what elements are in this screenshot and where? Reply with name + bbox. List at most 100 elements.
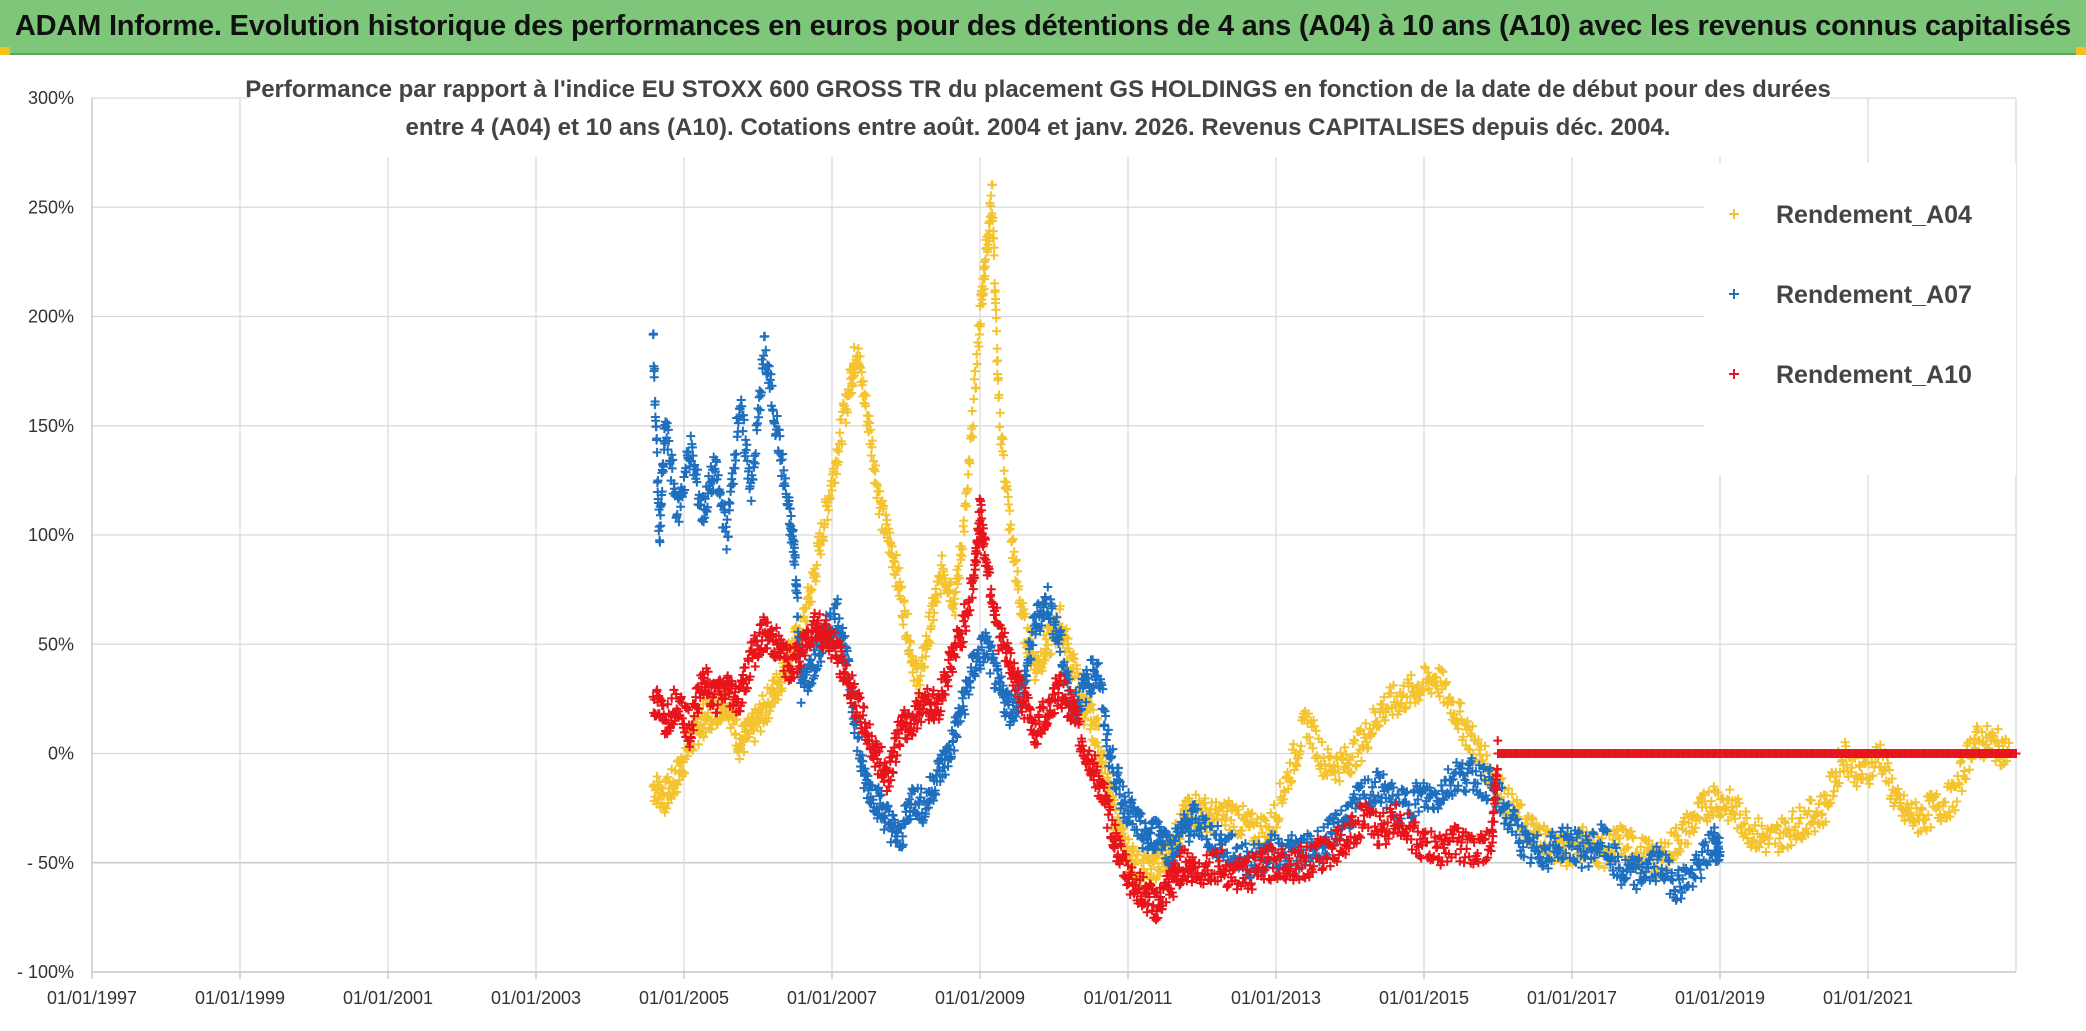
rendement-a04-point xyxy=(673,779,683,789)
rendement-a07-point xyxy=(1050,617,1060,627)
rendement-a04-point xyxy=(974,341,984,351)
rendement-a10-point xyxy=(876,742,886,752)
rendement-a07-point xyxy=(704,471,714,481)
rendement-a07-point xyxy=(1222,848,1232,858)
rendement-a04-point xyxy=(1322,770,1332,780)
rendement-a04-point xyxy=(1615,833,1625,843)
rendement-a07-point xyxy=(768,406,778,416)
rendement-a04-point xyxy=(998,434,1008,444)
rendement-a10-point xyxy=(1156,892,1166,902)
rendement-a07-point xyxy=(1667,868,1677,878)
rendement-a04-point xyxy=(837,439,847,449)
rendement-a04-point xyxy=(823,515,833,525)
rendement-a07-point xyxy=(1111,784,1121,794)
x-tick-label: 01/01/2009 xyxy=(935,988,1025,1008)
rendement-a07-point xyxy=(1393,790,1403,800)
rendement-a10-point xyxy=(1309,861,1319,871)
rendement-a10-point xyxy=(1200,870,1210,880)
rendement-a10-point xyxy=(847,670,857,680)
rendement-a04-point xyxy=(1093,713,1103,723)
rendement-a04-point xyxy=(1804,806,1814,816)
rendement-a04-point xyxy=(1347,752,1357,762)
rendement-a04-point xyxy=(1814,799,1824,809)
rendement-a07-point xyxy=(1613,852,1623,862)
rendement-a04-point xyxy=(1201,803,1211,813)
rendement-a07-point xyxy=(1153,817,1163,827)
rendement-a07-point xyxy=(663,425,673,435)
rendement-a04-point xyxy=(865,418,875,428)
rendement-a04-point xyxy=(1835,767,1845,777)
rendement-a04-point xyxy=(1146,864,1156,874)
rendement-a10-point xyxy=(1142,907,1152,917)
y-tick-label: - 100% xyxy=(17,962,74,982)
rendement-a04-point xyxy=(1004,499,1014,509)
rendement-a07-point xyxy=(1453,781,1463,791)
rendement-a04-point xyxy=(861,391,871,401)
rendement-a04-point xyxy=(1309,721,1319,731)
rendement-a04-point xyxy=(807,585,817,595)
rendement-a10-point xyxy=(694,704,704,714)
rendement-a04-point xyxy=(1245,822,1255,832)
rendement-a04-point xyxy=(1414,695,1424,705)
rendement-a10-point xyxy=(963,610,973,620)
rendement-a04-point xyxy=(1597,833,1607,843)
rendement-a07-point xyxy=(750,459,760,469)
rendement-a07-point xyxy=(752,418,762,428)
rendement-a10-point xyxy=(882,786,892,796)
x-tick-label: 01/01/2013 xyxy=(1231,988,1321,1008)
rendement-a10-point xyxy=(969,573,979,583)
rendement-a04-point xyxy=(1899,790,1909,800)
rendement-a10-point xyxy=(1355,801,1365,811)
rendement-a04-point xyxy=(992,326,1002,336)
rendement-a07-point xyxy=(1513,820,1523,830)
rendement-a10-point xyxy=(687,720,697,730)
rendement-a07-point xyxy=(1457,759,1467,769)
rendement-a10-point xyxy=(1144,892,1154,902)
rendement-a04-point xyxy=(1467,731,1477,741)
rendement-a07-point xyxy=(1056,630,1066,640)
rendement-a04-point xyxy=(991,294,1001,304)
rendement-a07-point xyxy=(770,418,780,428)
rendement-a04-point xyxy=(728,719,738,729)
rendement-a04-point xyxy=(1851,771,1861,781)
rendement-a04-point xyxy=(963,484,973,494)
rendement-a07-point xyxy=(722,544,732,554)
rendement-a10-point xyxy=(1090,750,1100,760)
rendement-a04-point xyxy=(1003,492,1013,502)
rendement-a10-point xyxy=(865,719,875,729)
rendement-a10-point xyxy=(852,707,862,717)
rendement-a07-point xyxy=(1541,845,1551,855)
rendement-a10-point xyxy=(1391,800,1401,810)
rendement-a04-point xyxy=(972,359,982,369)
rendement-a04-point xyxy=(1394,706,1404,716)
rendement-a07-point xyxy=(976,664,986,674)
rendement-a07-point xyxy=(1127,819,1137,829)
rendement-a10-point xyxy=(1105,805,1115,815)
rendement-a10-point xyxy=(1263,852,1273,862)
rendement-a07-point xyxy=(1649,862,1659,872)
rendement-a04-point xyxy=(861,401,871,411)
rendement-a04-point xyxy=(1367,728,1377,738)
rendement-a10-point xyxy=(1010,685,1020,695)
rendement-a07-point xyxy=(1388,791,1398,801)
rendement-a07-point xyxy=(764,361,774,371)
rendement-a04-point xyxy=(950,594,960,604)
rendement-a07-point xyxy=(744,463,754,473)
rendement-a04-point xyxy=(969,394,979,404)
rendement-a07-point xyxy=(755,386,765,396)
rendement-a07-point xyxy=(1652,842,1662,852)
y-tick-label: 200% xyxy=(28,307,74,327)
rendement-a04-point xyxy=(1875,740,1885,750)
rendement-a07-point xyxy=(1499,818,1509,828)
rendement-a04-point xyxy=(1330,775,1340,785)
rendement-a07-point xyxy=(1028,640,1038,650)
rendement-a10-point xyxy=(1333,825,1343,835)
rendement-a07-point xyxy=(1618,866,1628,876)
rendement-a07-point xyxy=(1697,847,1707,857)
rendement-a04-point xyxy=(1274,814,1284,824)
rendement-a07-point xyxy=(692,477,702,487)
rendement-a07-point xyxy=(960,709,970,719)
rendement-a04-point xyxy=(1977,727,1987,737)
rendement-a10-point xyxy=(689,725,699,735)
rendement-a07-point xyxy=(1563,823,1573,833)
